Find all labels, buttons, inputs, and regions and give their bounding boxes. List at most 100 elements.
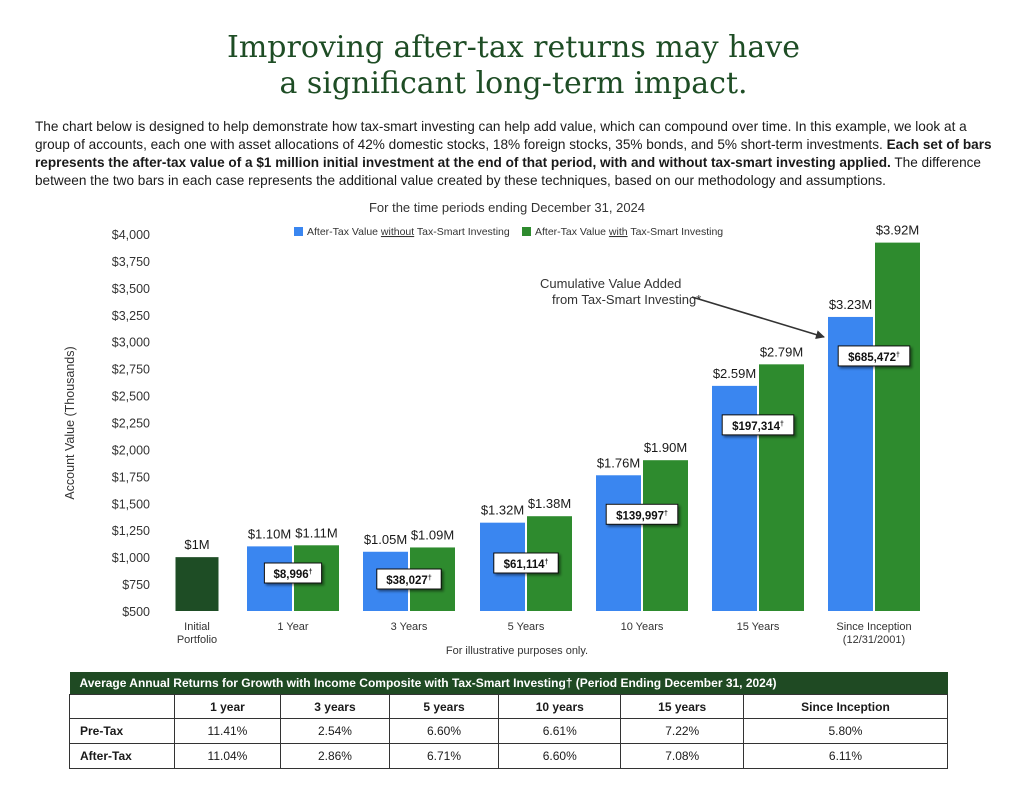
table-cell: 6.71% bbox=[388, 743, 500, 769]
y-tick-label: $3,500 bbox=[112, 282, 150, 296]
callout-value: $139,997† bbox=[616, 510, 668, 522]
x-tick-label: 5 Years bbox=[508, 621, 545, 633]
y-tick-label: $500 bbox=[122, 605, 150, 619]
bar-value-label: $3.23M bbox=[829, 297, 872, 312]
value-added-callout: $685,472† bbox=[837, 345, 911, 367]
table-row-label: After-Tax bbox=[69, 743, 175, 769]
bar-without-tax-smart bbox=[596, 475, 641, 611]
table-row: After-Tax 11.04% 2.86% 6.71% 6.60% 7.08% 6.11% bbox=[69, 743, 949, 769]
headline-line-1: Improving after-tax returns may have bbox=[227, 30, 800, 65]
intro-paragraph: The chart below is designed to help demo… bbox=[35, 118, 995, 190]
x-tick-label: Initial bbox=[184, 621, 210, 633]
bar-with-tax-smart bbox=[643, 460, 688, 611]
legend-label-with: After-Tax Value with Tax-Smart Investing bbox=[535, 226, 723, 238]
table-cell: 7.22% bbox=[620, 718, 744, 744]
callout-value: $197,314† bbox=[732, 421, 784, 433]
bar-value-label: $3.92M bbox=[876, 223, 919, 238]
value-added-callouts: $8,996† $38,027† $61,114† $139,997† $197,314… bbox=[263, 345, 911, 590]
bar-with-tax-smart bbox=[875, 242, 920, 612]
legend: After-Tax Value without Tax-Smart Invest… bbox=[294, 226, 723, 238]
table-cell: 6.61% bbox=[498, 718, 622, 744]
y-tick-label: $4,000 bbox=[112, 228, 150, 242]
callout-value: $38,027† bbox=[386, 575, 432, 587]
bar-value-label: $1.09M bbox=[411, 527, 454, 542]
table-column-header: 5 years bbox=[388, 694, 500, 719]
bar-value-label: $2.59M bbox=[713, 366, 756, 381]
table-column-header: 3 years bbox=[279, 694, 390, 719]
bar-value-label: $1.32M bbox=[481, 503, 524, 518]
y-tick-label: $3,000 bbox=[112, 336, 150, 350]
y-tick-label: $1,750 bbox=[112, 470, 150, 484]
callout-box bbox=[493, 552, 559, 574]
table-cell: 6.11% bbox=[742, 743, 949, 769]
headline: Improving after-tax returns may have a s… bbox=[0, 30, 1027, 102]
returns-table-container: Average Annual Returns for Growth with I… bbox=[69, 672, 949, 769]
y-axis-ticks: $500 $750 $1,000 $1,250 $1,500 $1,750 $2,000 $2… bbox=[112, 228, 150, 619]
table-header-row: 1 year 3 years 5 years 10 years 15 years Sinc… bbox=[69, 694, 949, 719]
legend-swatch-without bbox=[294, 227, 303, 236]
table-cell: 5.80% bbox=[742, 718, 949, 744]
table-column-header: 10 years bbox=[498, 694, 622, 719]
x-tick-label: Since Inception bbox=[836, 621, 911, 633]
y-tick-label: $3,750 bbox=[112, 255, 150, 269]
y-tick-label: $2,250 bbox=[112, 417, 150, 431]
annotation-line-2: from Tax-Smart Investing* bbox=[552, 292, 701, 307]
table-column-header: 1 year bbox=[174, 694, 281, 719]
y-tick-label: $2,750 bbox=[112, 363, 150, 377]
y-tick-label: $1,500 bbox=[112, 497, 150, 511]
y-tick-label: $1,250 bbox=[112, 524, 150, 538]
bar-value-label: $1.11M bbox=[295, 525, 337, 540]
table-cell: 11.41% bbox=[174, 718, 281, 744]
table-cell: 2.86% bbox=[279, 743, 390, 769]
returns-table: Average Annual Returns for Growth with I… bbox=[69, 672, 949, 769]
table-cell: 6.60% bbox=[388, 718, 500, 744]
table-cell: 7.08% bbox=[620, 743, 744, 769]
intro-tail-text: The difference between the two bars in e… bbox=[35, 155, 981, 188]
table-column-header bbox=[69, 694, 175, 719]
value-added-callout: $139,997† bbox=[605, 503, 679, 525]
headline-line-2: a significant long-term impact. bbox=[279, 66, 748, 101]
table-row-label: Pre-Tax bbox=[69, 718, 175, 744]
x-tick-label: (12/31/2001) bbox=[843, 634, 905, 646]
intro-text: The chart below is designed to help demo… bbox=[35, 119, 967, 152]
x-tick-label: 1 Year bbox=[277, 621, 309, 633]
value-added-callout: $197,314† bbox=[721, 414, 795, 436]
legend-label-without: After-Tax Value without Tax-Smart Invest… bbox=[307, 226, 510, 238]
y-tick-label: $3,250 bbox=[112, 309, 150, 323]
value-added-callout: $61,114† bbox=[493, 552, 559, 574]
x-tick-label: 10 Years bbox=[621, 621, 664, 633]
callout-value: $61,114† bbox=[504, 559, 549, 571]
callout-box bbox=[721, 414, 795, 436]
callout-value: $8,996† bbox=[273, 569, 312, 581]
table-column-header: 15 years bbox=[620, 694, 744, 719]
bar-value-labels: $1M $1.10M $1.11M $1.05M $1.09M $1.32M $1.38M $… bbox=[184, 223, 919, 553]
bar-value-label: $1.90M bbox=[644, 440, 687, 455]
y-axis-label: Account Value (Thousands) bbox=[63, 346, 77, 499]
callout-box bbox=[605, 503, 679, 525]
table-row: Pre-Tax 11.41% 2.54% 6.60% 6.61% 7.22% 5.80% bbox=[69, 718, 949, 744]
annotation: Cumulative Value Added from Tax-Smart In… bbox=[540, 276, 825, 339]
table-cell: 11.04% bbox=[174, 743, 281, 769]
legend-swatch-with bbox=[522, 227, 531, 236]
bar-value-label: $1.05M bbox=[364, 532, 407, 547]
y-tick-label: $2,000 bbox=[112, 443, 150, 457]
y-tick-label: $2,500 bbox=[112, 390, 150, 404]
value-added-callout: $8,996† bbox=[263, 562, 323, 584]
intro-bold-text: Each set of bars represents the after-ta… bbox=[35, 137, 992, 170]
x-tick-label: 15 Years bbox=[737, 621, 780, 633]
annotation-arrow bbox=[691, 296, 825, 339]
table-cell: 6.60% bbox=[498, 743, 622, 769]
x-tick-label: Portfolio bbox=[177, 634, 217, 646]
bar-with-tax-smart bbox=[759, 364, 804, 611]
table-cell: 2.54% bbox=[279, 718, 390, 744]
callout-box bbox=[263, 562, 323, 584]
bar-chart: For the time periods ending December 31,… bbox=[63, 200, 920, 657]
bar-label-initial: $1M bbox=[184, 537, 209, 552]
chart-title: For the time periods ending December 31,… bbox=[369, 200, 645, 215]
bar-value-label: $1.76M bbox=[597, 455, 640, 470]
table-caption: Average Annual Returns for Growth with I… bbox=[69, 672, 948, 695]
callout-box bbox=[837, 345, 911, 367]
table-column-header: Since Inception bbox=[742, 694, 949, 719]
callout-box bbox=[376, 568, 442, 590]
